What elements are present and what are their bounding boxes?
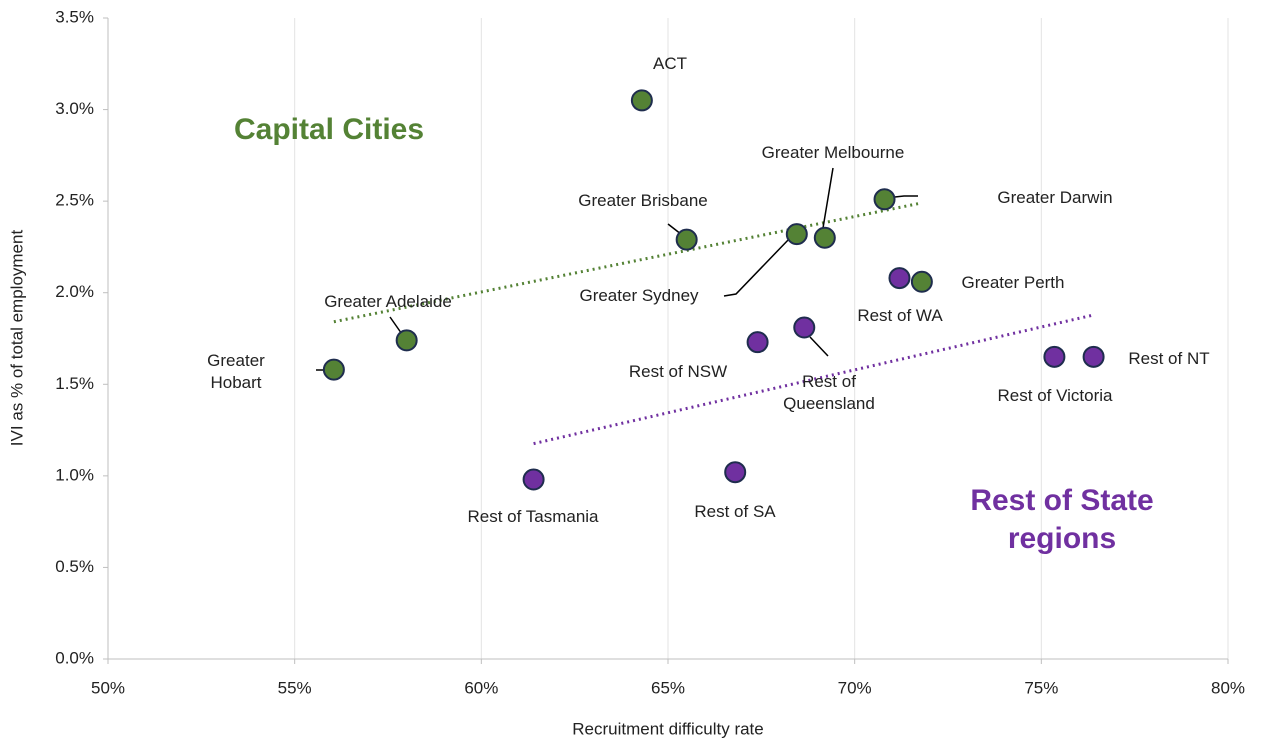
y-tick-label: 0.5%: [55, 557, 94, 576]
point-label: Rest of WA: [857, 306, 943, 325]
point-label: Rest of NT: [1128, 349, 1210, 368]
y-axis-title: IVI as % of total employment: [7, 230, 26, 447]
point: [724, 461, 747, 484]
x-tick-label: 80%: [1211, 678, 1245, 697]
point-label: Greater Perth: [961, 273, 1065, 292]
point: [1043, 345, 1066, 368]
point: [675, 228, 698, 251]
series-annotation: Capital Cities: [233, 113, 425, 146]
point-label: Greater Melbourne: [761, 143, 905, 162]
x-tick-label: 70%: [838, 678, 872, 697]
point: [395, 329, 418, 352]
point-label: Rest of SA: [694, 502, 776, 521]
y-tick-label: 3.5%: [55, 7, 94, 26]
y-tick-label: 0.0%: [55, 648, 94, 667]
point: [888, 267, 911, 290]
point-label: Greater Adelaide: [324, 292, 452, 311]
point: [630, 89, 653, 112]
x-tick-label: 65%: [651, 678, 685, 697]
point-label: Greater Darwin: [997, 188, 1113, 207]
x-tick-label: 75%: [1024, 678, 1058, 697]
x-tick-label: 50%: [91, 678, 125, 697]
x-tick-label: 60%: [464, 678, 498, 697]
point-label: ACT: [653, 54, 687, 73]
point: [322, 358, 345, 381]
point-label: Rest of Queensland: [783, 372, 875, 413]
point: [785, 223, 808, 246]
leader-line: [822, 167, 834, 229]
point: [746, 331, 769, 354]
x-axis-title: Recruitment difficulty rate: [572, 719, 763, 738]
x-tick-label: 55%: [278, 678, 312, 697]
point-label: Rest of Victoria: [997, 386, 1113, 405]
y-tick-label: 1.0%: [55, 465, 94, 484]
y-tick-label: 3.0%: [55, 99, 94, 118]
point-label: Rest of NSW: [628, 362, 728, 381]
point: [910, 270, 933, 293]
point: [522, 468, 545, 491]
point: [873, 188, 896, 211]
point: [1082, 345, 1105, 368]
y-tick-label: 2.0%: [55, 282, 94, 301]
point: [813, 226, 836, 249]
y-tick-label: 2.5%: [55, 191, 94, 210]
series-annotation: Rest of State regions: [970, 484, 1154, 555]
y-tick-label: 1.5%: [55, 374, 94, 393]
leader-line: [809, 336, 829, 357]
point-label: Greater Hobart: [207, 351, 265, 392]
point-label: Greater Sydney: [579, 286, 699, 305]
leader-line: [723, 237, 791, 297]
point: [793, 316, 816, 339]
point-label: Rest of Tasmania: [467, 507, 599, 526]
point-label: Greater Brisbane: [578, 191, 708, 210]
